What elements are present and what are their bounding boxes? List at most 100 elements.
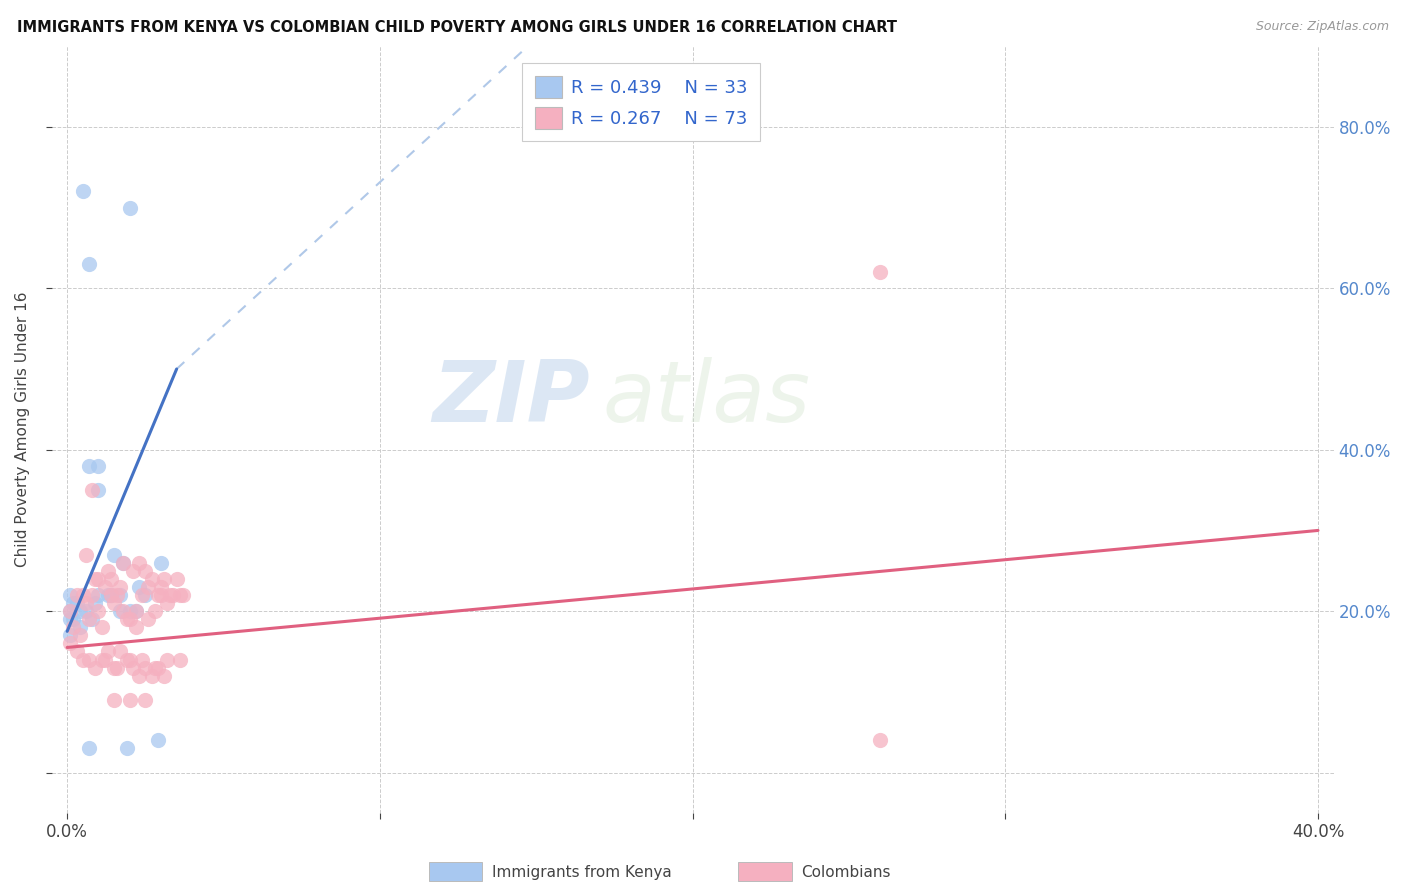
- Point: [69, 628, 91, 642]
- Point: [118, 693, 141, 707]
- Point: [77, 741, 100, 756]
- Point: [87, 572, 110, 586]
- Point: [65, 596, 87, 610]
- Point: [75, 596, 97, 610]
- Point: [72, 652, 94, 666]
- Point: [143, 604, 166, 618]
- Point: [159, 588, 181, 602]
- Point: [138, 612, 160, 626]
- Point: [110, 644, 132, 658]
- Point: [134, 693, 156, 707]
- Point: [169, 588, 191, 602]
- Point: [118, 604, 141, 618]
- Point: [112, 604, 135, 618]
- Point: [87, 588, 110, 602]
- Point: [141, 669, 163, 683]
- Point: [105, 660, 128, 674]
- Point: [115, 652, 138, 666]
- Point: [62, 596, 84, 610]
- Point: [156, 596, 179, 610]
- Point: [105, 588, 128, 602]
- Point: [128, 556, 150, 570]
- Point: [59, 604, 82, 618]
- Point: [143, 660, 166, 674]
- Point: [59, 604, 82, 618]
- Point: [869, 265, 891, 279]
- Point: [125, 604, 148, 618]
- Point: [93, 580, 115, 594]
- Text: ZIP: ZIP: [433, 358, 591, 441]
- Point: [118, 201, 141, 215]
- Point: [93, 652, 115, 666]
- Point: [77, 652, 100, 666]
- Point: [87, 483, 110, 497]
- Point: [75, 548, 97, 562]
- Point: [82, 612, 104, 626]
- Text: Source: ZipAtlas.com: Source: ZipAtlas.com: [1256, 20, 1389, 33]
- Point: [141, 572, 163, 586]
- Point: [110, 580, 132, 594]
- Point: [97, 644, 120, 658]
- Point: [110, 588, 132, 602]
- Point: [172, 588, 194, 602]
- Point: [84, 572, 107, 586]
- Point: [82, 588, 104, 602]
- Point: [100, 588, 122, 602]
- Text: atlas: atlas: [603, 358, 811, 441]
- Point: [149, 556, 172, 570]
- Point: [97, 588, 120, 602]
- Point: [59, 628, 82, 642]
- Point: [75, 604, 97, 618]
- Point: [134, 564, 156, 578]
- Point: [134, 588, 156, 602]
- Point: [112, 556, 135, 570]
- Point: [90, 652, 112, 666]
- Point: [65, 644, 87, 658]
- Point: [138, 580, 160, 594]
- Point: [100, 572, 122, 586]
- Point: [59, 636, 82, 650]
- Point: [87, 604, 110, 618]
- Point: [156, 652, 179, 666]
- Point: [162, 588, 184, 602]
- Text: Colombians: Colombians: [801, 865, 891, 880]
- Point: [100, 588, 122, 602]
- Point: [62, 620, 84, 634]
- Text: IMMIGRANTS FROM KENYA VS COLOMBIAN CHILD POVERTY AMONG GIRLS UNDER 16 CORRELATIO: IMMIGRANTS FROM KENYA VS COLOMBIAN CHILD…: [17, 20, 897, 35]
- Point: [149, 588, 172, 602]
- Point: [118, 612, 141, 626]
- Point: [59, 612, 82, 626]
- Point: [869, 733, 891, 747]
- Point: [77, 458, 100, 473]
- Point: [90, 620, 112, 634]
- Point: [121, 564, 143, 578]
- Point: [103, 596, 125, 610]
- Point: [121, 660, 143, 674]
- Point: [77, 257, 100, 271]
- Point: [115, 612, 138, 626]
- Point: [153, 572, 176, 586]
- Point: [110, 604, 132, 618]
- Point: [84, 596, 107, 610]
- Point: [131, 588, 153, 602]
- Point: [103, 660, 125, 674]
- Point: [59, 588, 82, 602]
- Point: [97, 564, 120, 578]
- Point: [69, 620, 91, 634]
- Point: [112, 556, 135, 570]
- Point: [125, 604, 148, 618]
- Point: [103, 548, 125, 562]
- Point: [146, 588, 169, 602]
- Point: [125, 620, 148, 634]
- Point: [103, 693, 125, 707]
- Point: [65, 588, 87, 602]
- Point: [146, 733, 169, 747]
- Text: Immigrants from Kenya: Immigrants from Kenya: [492, 865, 672, 880]
- Point: [72, 588, 94, 602]
- Point: [87, 458, 110, 473]
- Point: [134, 660, 156, 674]
- Point: [128, 580, 150, 594]
- Point: [115, 741, 138, 756]
- Point: [72, 185, 94, 199]
- Point: [82, 483, 104, 497]
